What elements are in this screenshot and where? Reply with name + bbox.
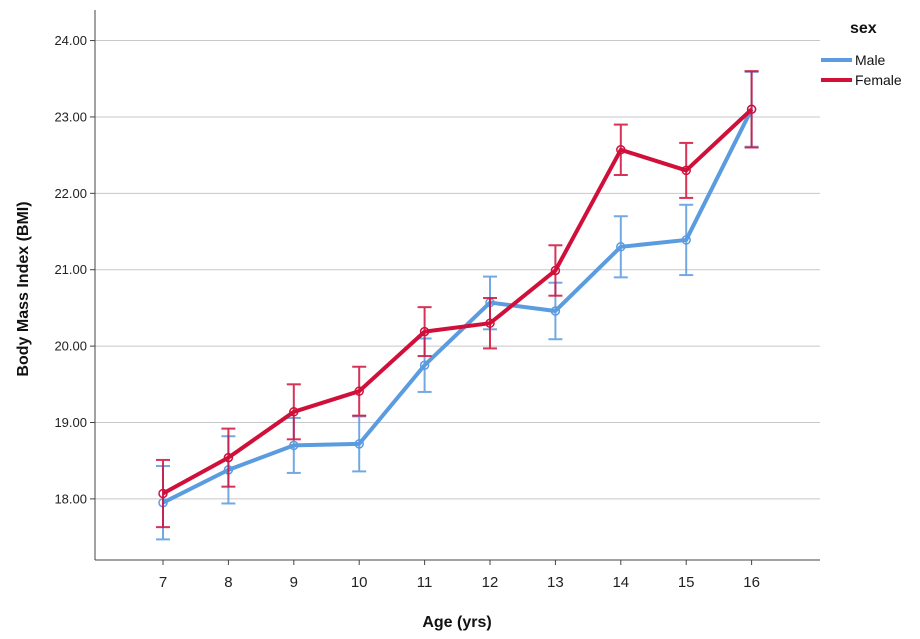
y-tick-label-6: 24.00 — [54, 33, 87, 48]
data-point-male-2 — [289, 440, 299, 451]
legend-label-female: Female — [855, 72, 902, 88]
x-tick-label-9: 16 — [743, 574, 760, 591]
data-point-female-1 — [223, 452, 234, 463]
y-axis-title: Body Mass Index (BMI) — [15, 201, 32, 376]
y-tick-labels: 18.00 19.00 20.00 21.00 22.00 23.00 24.00 — [54, 33, 95, 506]
series-line-female — [162, 107, 753, 496]
data-point-female-4 — [419, 326, 430, 337]
series-female — [156, 70, 759, 529]
y-tick-label-5: 23.00 — [54, 109, 87, 124]
data-point-male-3 — [354, 439, 364, 449]
data-point-male-6 — [550, 306, 561, 316]
data-point-female-9 — [746, 104, 757, 115]
y-tick-label-0: 18.00 — [54, 491, 87, 506]
y-tick-label-2: 20.00 — [54, 339, 87, 354]
x-tick-label-3: 10 — [351, 574, 368, 591]
legend-label-male: Male — [855, 52, 886, 68]
y-tick-label-4: 22.00 — [54, 186, 87, 201]
y-tick-label-3: 21.00 — [54, 262, 87, 277]
x-tick-label-7: 14 — [612, 574, 629, 591]
y-tick-label-1: 19.00 — [54, 415, 87, 430]
series-male — [156, 70, 759, 541]
series-line-male — [162, 108, 754, 505]
x-tick-labels: 7 8 9 10 11 12 13 14 15 16 — [159, 560, 760, 591]
data-point-female-0 — [158, 488, 168, 499]
legend-title: sex — [850, 20, 877, 37]
series-layer — [156, 70, 759, 541]
data-point-male-8 — [681, 235, 691, 245]
data-point-female-7 — [616, 145, 626, 155]
x-tick-label-1: 8 — [224, 574, 232, 591]
data-point-female-8 — [681, 165, 691, 176]
data-point-female-5 — [485, 318, 495, 328]
data-point-female-2 — [289, 407, 299, 417]
gridlines — [95, 40, 820, 500]
x-tick-label-0: 7 — [159, 574, 167, 591]
x-axis-title: Age (yrs) — [422, 614, 491, 631]
x-tick-label-4: 11 — [417, 574, 433, 591]
axes — [94, 10, 820, 561]
legend: sex Male Female — [821, 20, 902, 88]
x-tick-label-5: 12 — [482, 574, 499, 591]
data-point-female-3 — [354, 386, 364, 396]
x-tick-label-2: 9 — [290, 574, 298, 591]
data-point-female-6 — [550, 265, 561, 276]
data-point-male-4 — [419, 360, 430, 370]
x-tick-label-6: 13 — [547, 574, 564, 591]
x-tick-label-8: 15 — [678, 574, 695, 591]
data-point-male-7 — [616, 242, 626, 252]
